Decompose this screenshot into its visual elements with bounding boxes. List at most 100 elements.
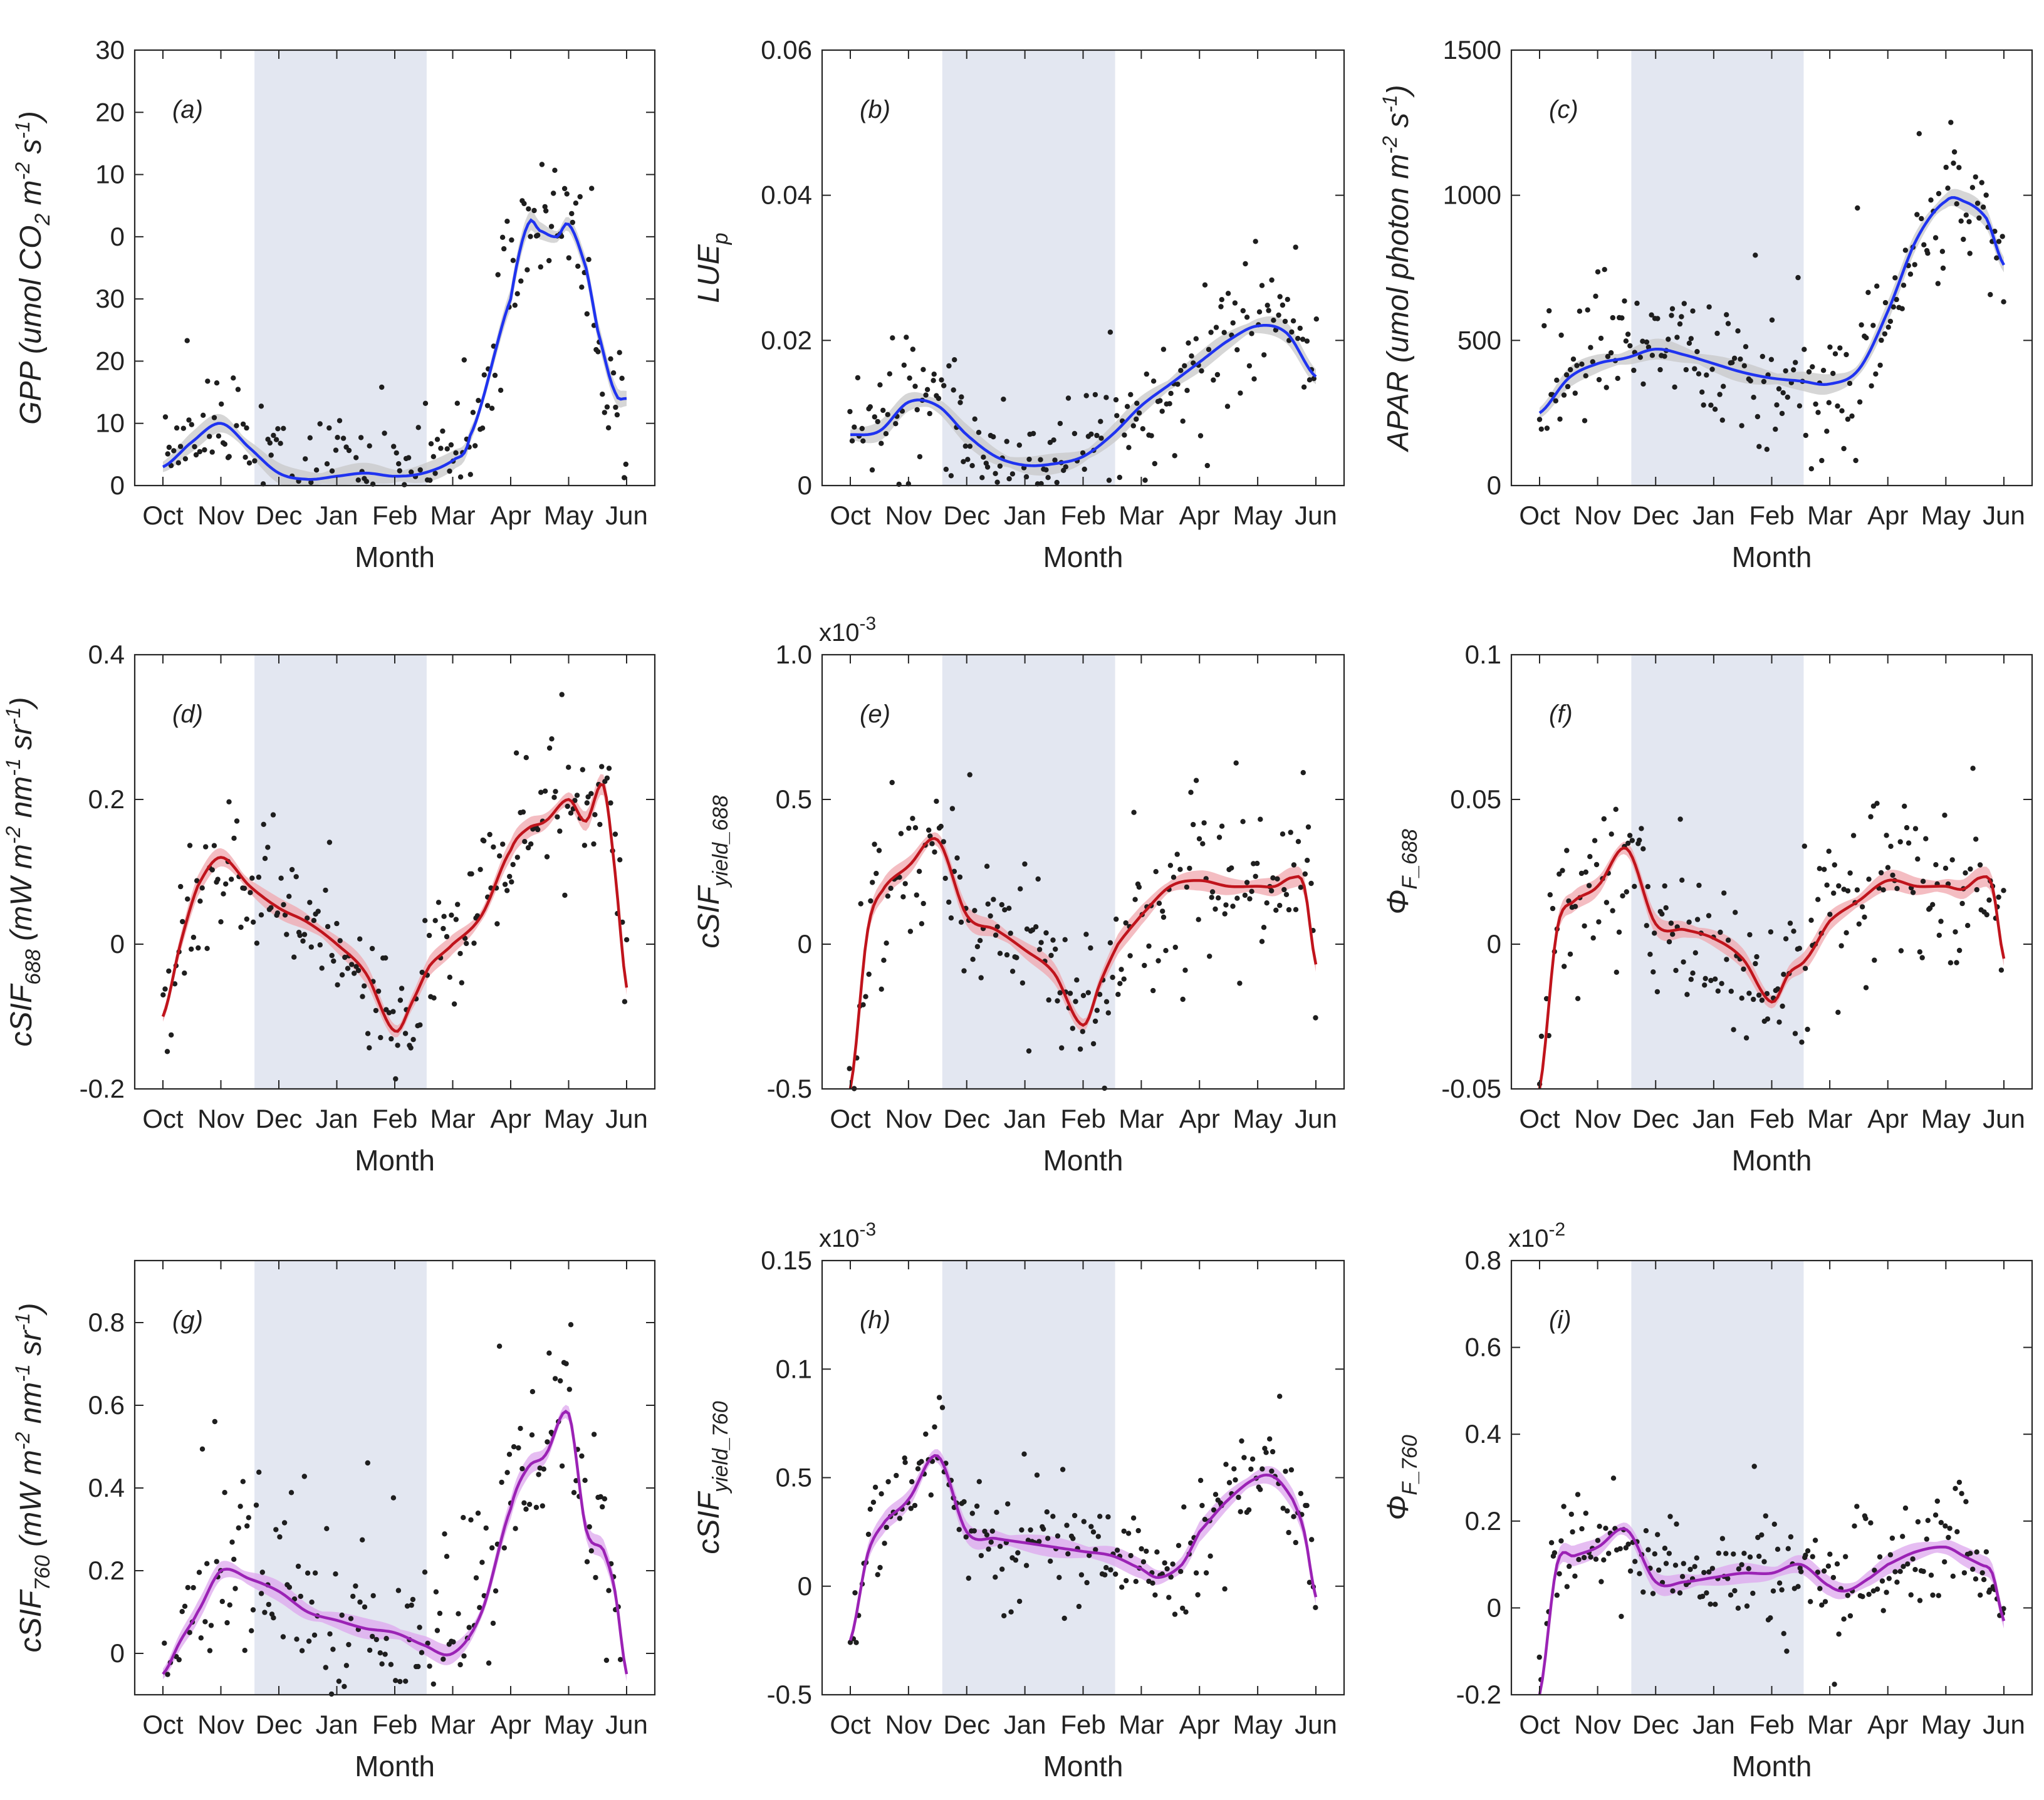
data-point — [417, 1022, 423, 1028]
data-point — [1006, 476, 1012, 482]
data-point — [1230, 903, 1236, 909]
data-point — [172, 981, 178, 987]
data-point — [474, 913, 481, 918]
data-point — [1605, 353, 1611, 360]
data-point — [1874, 283, 1880, 289]
xtick-label: Mar — [1807, 1104, 1852, 1133]
data-point — [1679, 877, 1685, 883]
data-point — [1298, 1490, 1304, 1496]
data-point — [397, 1678, 403, 1685]
xtick-label: Oct — [142, 1104, 184, 1133]
data-point — [1238, 390, 1243, 396]
data-point — [564, 191, 570, 197]
data-point — [1666, 336, 1671, 342]
data-point — [428, 441, 434, 447]
data-point — [597, 821, 603, 828]
data-point — [1735, 1605, 1741, 1611]
data-point — [1966, 219, 1972, 224]
data-point — [1286, 907, 1292, 913]
data-point — [978, 1553, 984, 1559]
xtick-label: Mar — [430, 1710, 475, 1739]
data-point — [951, 387, 956, 393]
data-point — [1963, 870, 1968, 876]
data-point — [169, 1032, 174, 1038]
data-point — [941, 383, 947, 388]
xtick-label: May — [1233, 1710, 1282, 1739]
data-point — [1214, 372, 1221, 378]
data-point — [1644, 339, 1650, 345]
data-point — [2000, 234, 2005, 239]
data-point — [1051, 437, 1056, 443]
ytick-label: 0.06 — [761, 35, 812, 65]
data-point — [216, 433, 222, 439]
data-point — [1808, 1599, 1813, 1605]
data-point — [1788, 1534, 1794, 1540]
data-point — [591, 1432, 597, 1437]
data-point — [189, 946, 194, 952]
data-point — [1768, 356, 1775, 362]
data-point — [382, 430, 387, 436]
data-point — [1557, 416, 1563, 422]
data-point — [599, 764, 605, 769]
data-point — [1787, 920, 1793, 926]
data-point — [185, 1584, 190, 1591]
data-point — [182, 456, 189, 462]
data-point — [1597, 1524, 1602, 1529]
data-point — [1240, 308, 1246, 314]
data-point — [223, 881, 229, 887]
data-point — [1103, 395, 1109, 400]
data-point — [1236, 1494, 1241, 1501]
data-point — [1854, 887, 1860, 893]
data-point — [1755, 1534, 1761, 1541]
data-point — [281, 1520, 288, 1526]
data-point — [870, 880, 875, 885]
data-point — [603, 1657, 610, 1663]
data-point — [1951, 160, 1956, 166]
data-point — [339, 1612, 345, 1618]
data-point — [504, 219, 510, 224]
data-point — [916, 868, 922, 875]
data-point — [936, 1395, 942, 1400]
data-point — [1073, 999, 1078, 1004]
data-point — [1592, 838, 1598, 843]
data-point — [1831, 890, 1837, 896]
data-point — [1716, 1550, 1721, 1556]
data-point — [1719, 1536, 1726, 1541]
data-point — [207, 434, 212, 439]
data-point — [520, 809, 526, 815]
data-point — [986, 1546, 991, 1552]
data-point — [187, 843, 193, 848]
data-point — [1181, 1504, 1187, 1510]
data-point — [1873, 371, 1879, 377]
data-point — [1080, 992, 1087, 999]
data-point — [1928, 197, 1934, 203]
xtick-label: Mar — [1118, 501, 1164, 530]
data-point — [1956, 1479, 1963, 1485]
panel-tag: (i) — [1549, 1306, 1572, 1334]
data-point — [1224, 403, 1231, 409]
data-point — [388, 1662, 394, 1667]
data-point — [309, 1600, 315, 1605]
data-point — [495, 272, 501, 278]
data-point — [1827, 344, 1833, 350]
xtick-label: Jan — [1692, 1104, 1735, 1133]
data-point — [588, 1548, 594, 1554]
data-point — [875, 419, 880, 425]
data-point — [1817, 1586, 1823, 1591]
y-axis-label: LUEp — [692, 232, 733, 303]
ytick-label: 0.4 — [88, 1473, 125, 1502]
data-point — [447, 468, 452, 474]
confidence-band — [850, 1449, 1316, 1646]
xtick-label: May — [544, 1104, 593, 1133]
data-point — [600, 392, 605, 397]
data-point — [1072, 1512, 1078, 1519]
data-point — [1978, 1592, 1983, 1598]
data-point — [1103, 999, 1110, 1005]
data-point — [1209, 889, 1216, 895]
data-point — [1113, 397, 1119, 403]
data-point — [403, 1678, 409, 1684]
data-point — [979, 475, 985, 481]
ytick-label: 0.15 — [761, 1246, 812, 1275]
data-point — [884, 1524, 889, 1531]
data-point — [324, 1526, 330, 1531]
